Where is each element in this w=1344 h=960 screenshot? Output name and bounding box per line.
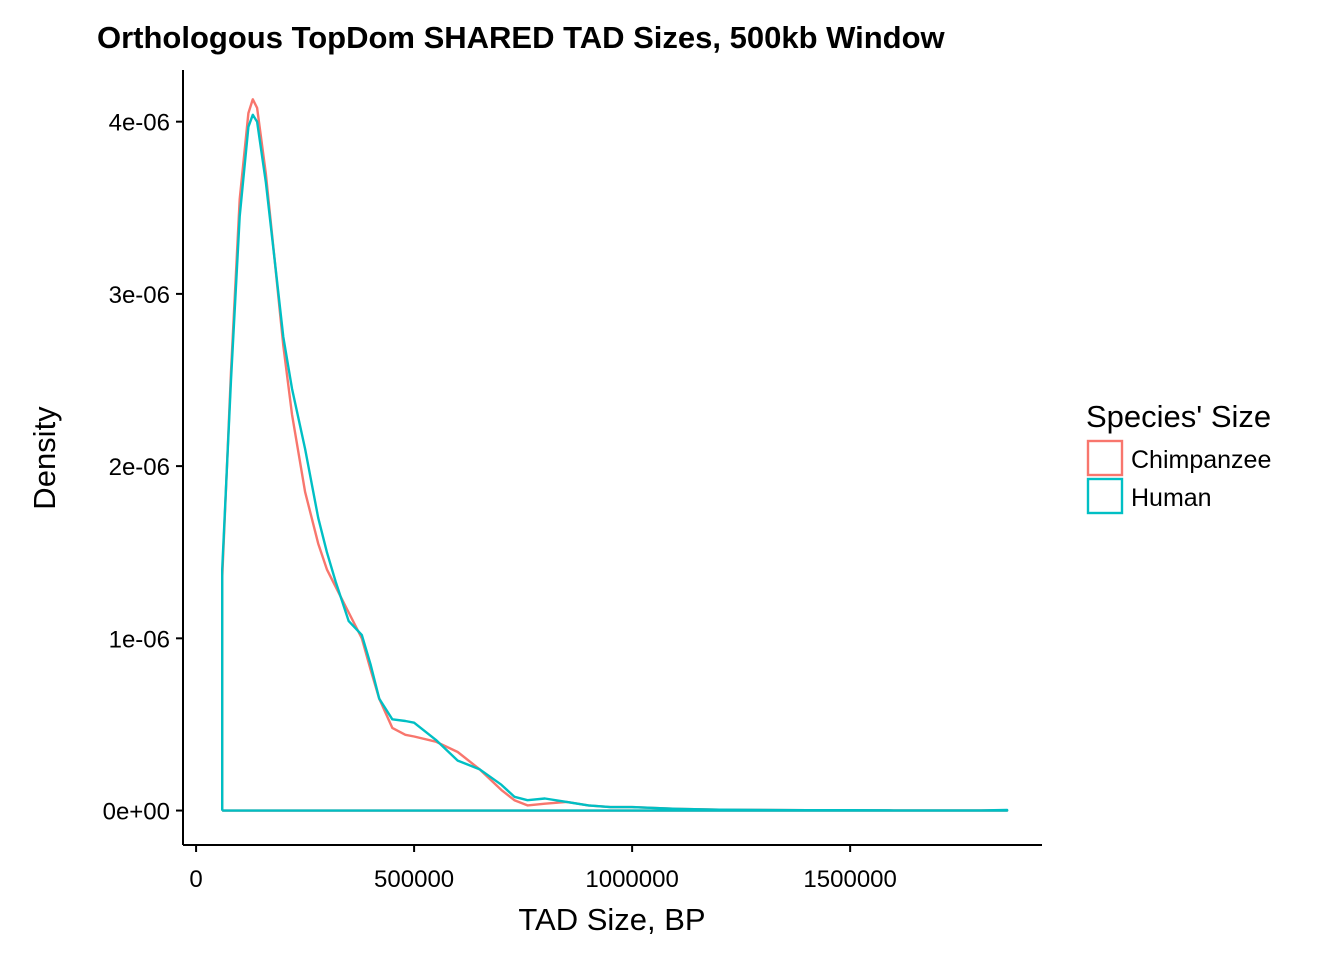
chart-title: Orthologous TopDom SHARED TAD Sizes, 500… (97, 20, 946, 55)
x-tick-label: 0 (189, 866, 202, 893)
series-layer (221, 98, 1009, 812)
series-line-chimpanzee (221, 98, 1009, 812)
y-axis-ticks: 0e+00 1e-06 2e-06 3e-06 4e-06 (103, 110, 183, 826)
x-tick-label: 500000 (374, 866, 454, 893)
y-tick-label: 3e-06 (109, 282, 170, 309)
y-tick-label: 0e+00 (103, 799, 170, 826)
legend-title: Species' Size (1086, 399, 1271, 434)
legend-items: Chimpanzee Human (1086, 439, 1271, 515)
x-tick-label: 1500000 (803, 866, 896, 893)
y-tick-label: 4e-06 (109, 110, 170, 137)
y-tick-label: 1e-06 (109, 626, 170, 653)
series-line-human (221, 113, 1009, 812)
y-axis-label: Density (27, 406, 62, 510)
legend: Species' Size Chimpanzee Human (1086, 399, 1271, 515)
legend-key-chimpanzee (1086, 439, 1124, 477)
legend-key-human (1086, 477, 1124, 515)
legend-label-chimpanzee: Chimpanzee (1131, 446, 1271, 474)
legend-label-human: Human (1131, 484, 1212, 512)
x-axis-label: TAD Size, BP (518, 902, 705, 937)
y-tick-label: 2e-06 (109, 454, 170, 481)
x-axis-ticks: 0 500000 1000000 1500000 (189, 845, 897, 893)
x-tick-label: 1000000 (585, 866, 678, 893)
